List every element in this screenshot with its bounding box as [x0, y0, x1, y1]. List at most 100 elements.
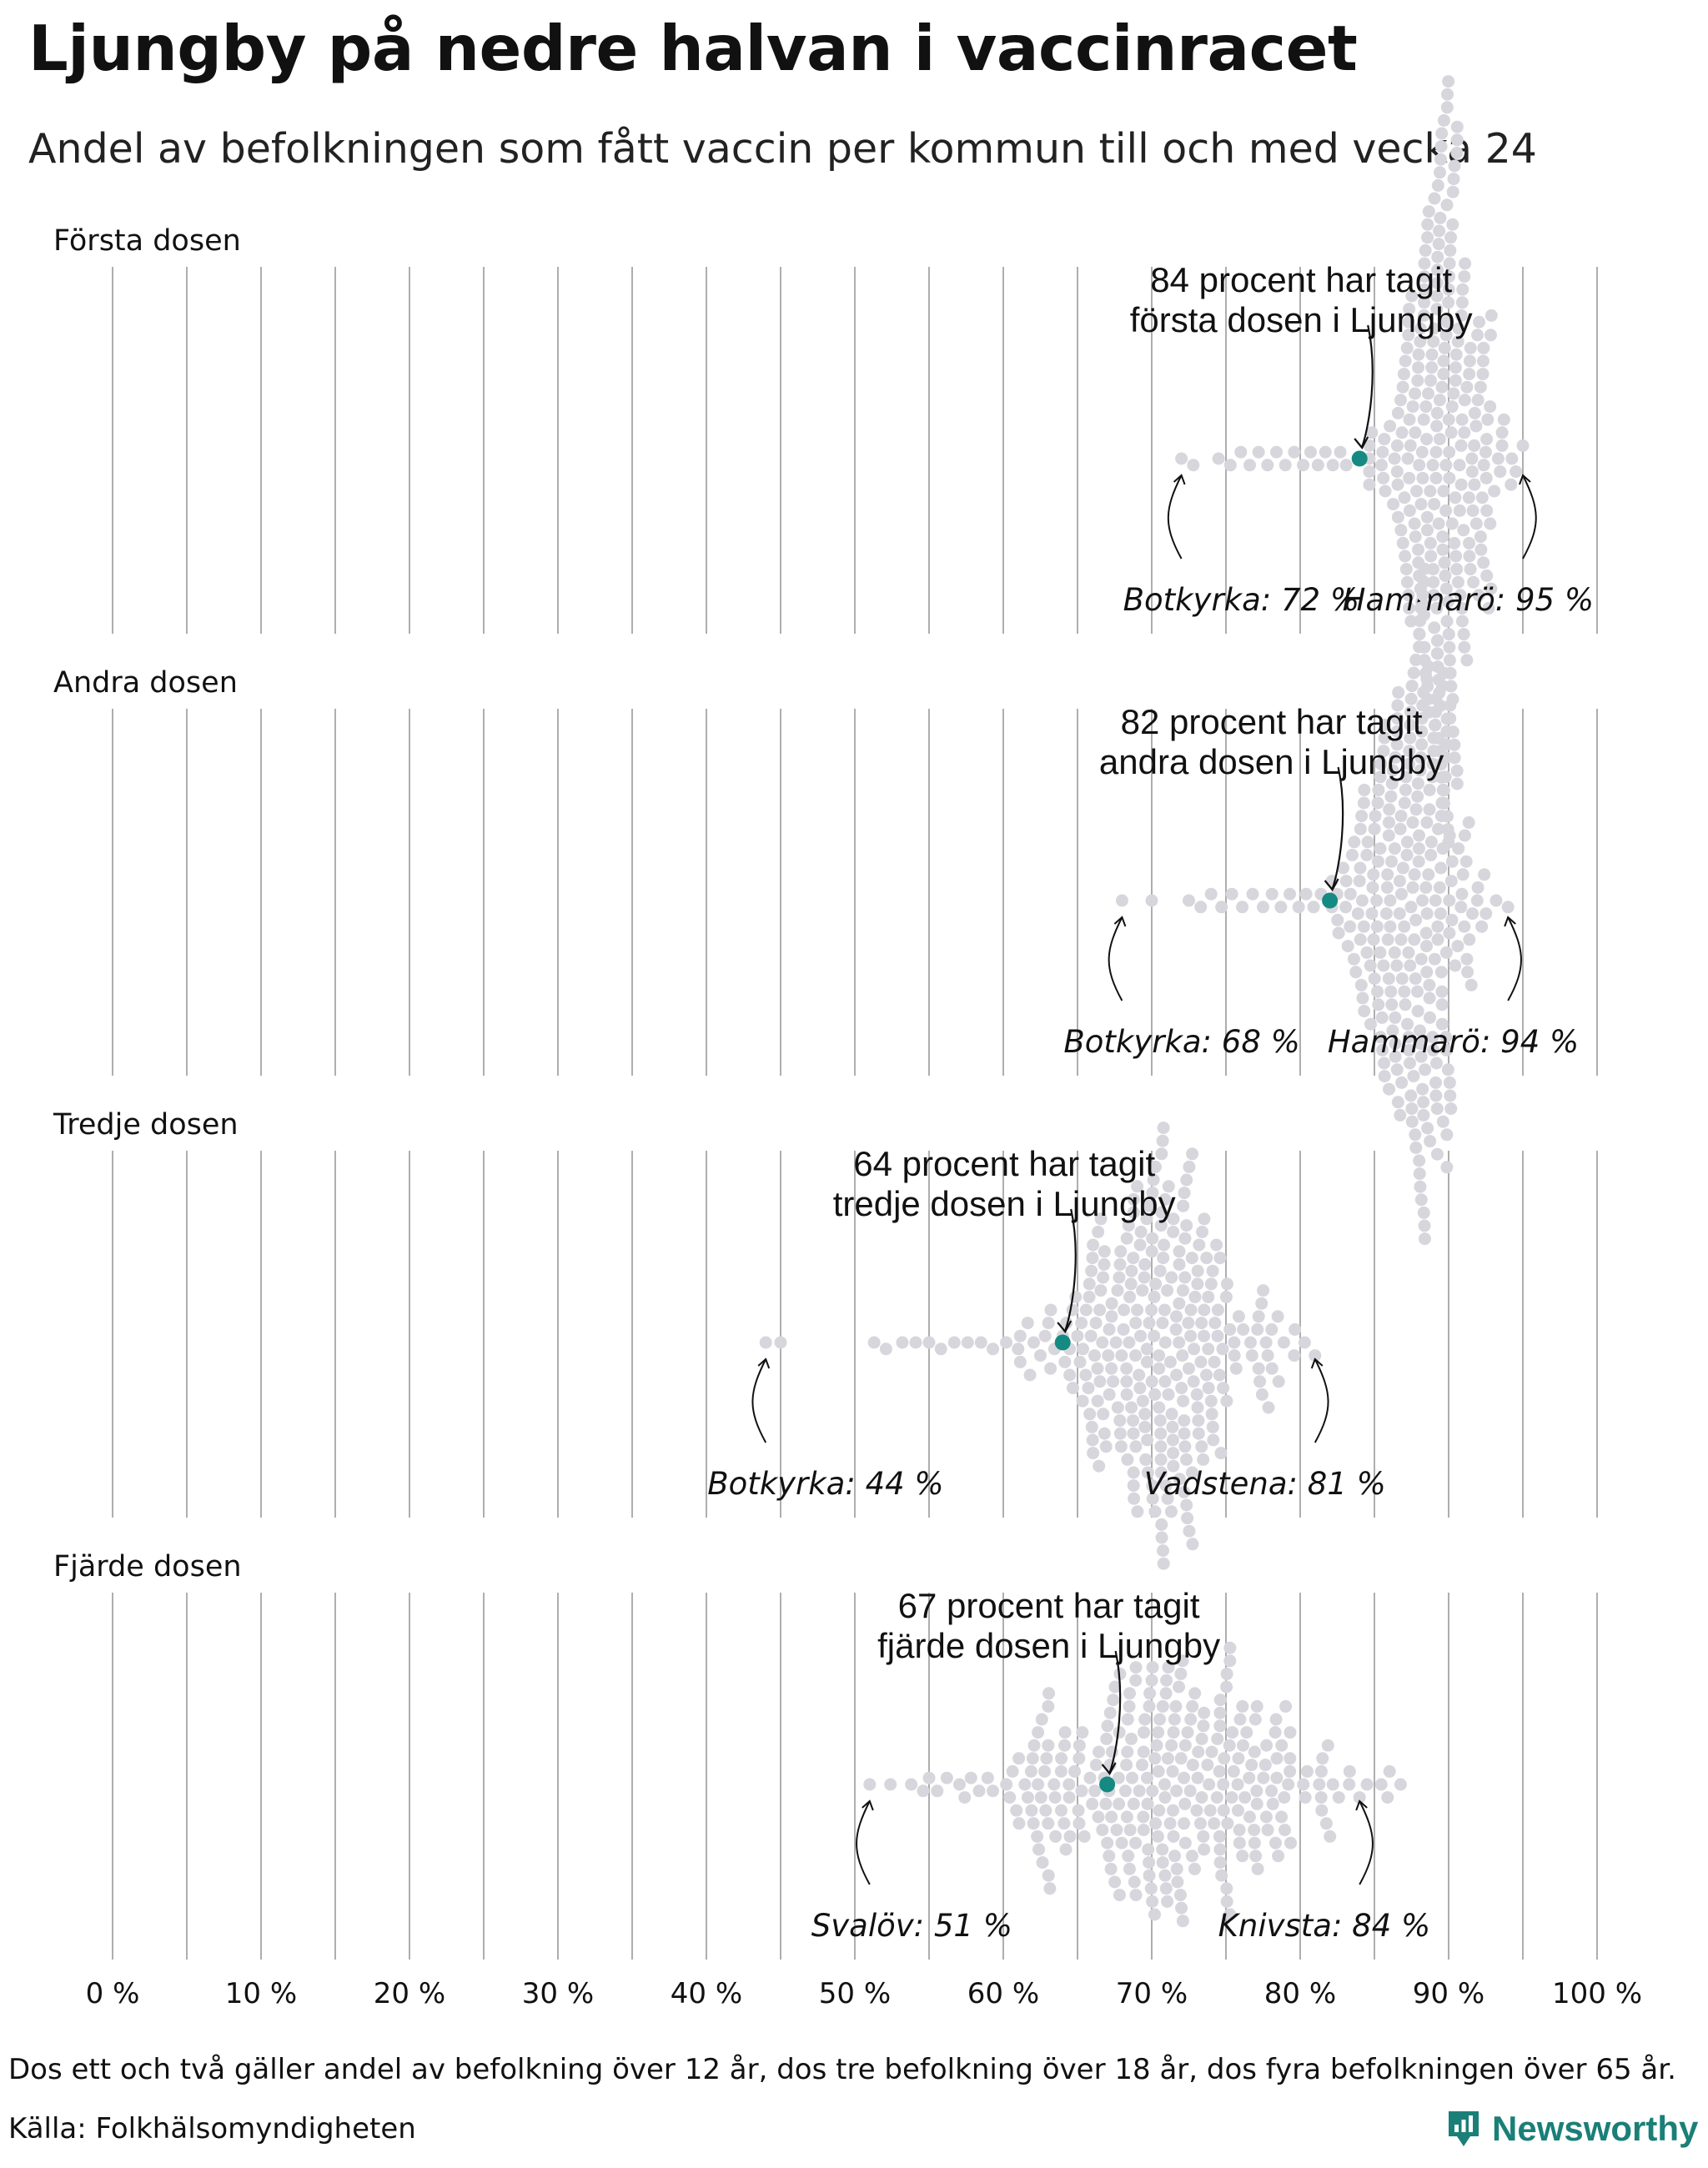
- municipality-dot: [1400, 341, 1414, 354]
- municipality-dot: [947, 1336, 961, 1349]
- min-arrowhead: [1113, 916, 1127, 927]
- municipality-dot: [1137, 1824, 1150, 1837]
- municipality-dot: [1168, 1713, 1181, 1726]
- municipality-dot: [1098, 1257, 1111, 1271]
- municipality-dot: [1243, 459, 1256, 472]
- municipality-dot: [1097, 1408, 1110, 1421]
- municipality-dot: [1402, 1043, 1415, 1056]
- municipality-dot: [1439, 750, 1453, 764]
- municipality-dot: [1386, 1024, 1399, 1037]
- municipality-dot: [1181, 1726, 1194, 1739]
- municipality-dot: [1238, 1791, 1252, 1804]
- municipality-dot: [1378, 731, 1391, 745]
- municipality-dot: [1062, 1791, 1076, 1804]
- municipality-dot: [1458, 426, 1471, 439]
- municipality-dot: [1463, 368, 1476, 381]
- footnote: Dos ett och två gäller andel av befolkni…: [8, 2053, 1676, 2086]
- municipality-dot: [1418, 1232, 1431, 1246]
- municipality-dot: [1211, 1329, 1224, 1342]
- municipality-dot: [1279, 1699, 1293, 1713]
- municipality-dot: [1409, 1141, 1423, 1154]
- municipality-dot: [1449, 374, 1462, 387]
- municipality-dot: [1158, 1869, 1172, 1882]
- municipality-dot: [1449, 491, 1462, 504]
- municipality-dot: [1431, 263, 1444, 277]
- municipality-dot: [1428, 621, 1441, 635]
- municipality-dot: [1427, 1043, 1440, 1056]
- municipality-dot: [987, 1342, 1000, 1356]
- municipality-dot: [1248, 1836, 1261, 1849]
- municipality-dot: [1450, 563, 1464, 576]
- municipality-dot: [1396, 536, 1409, 550]
- municipality-dot: [1437, 368, 1450, 381]
- municipality-dot: [1505, 452, 1519, 465]
- municipality-dot: [1437, 354, 1450, 368]
- municipality-dot: [1213, 1764, 1226, 1778]
- municipality-dot: [1365, 907, 1379, 921]
- municipality-dot: [1215, 1869, 1228, 1882]
- municipality-dot: [1087, 1238, 1100, 1252]
- municipality-dot: [1220, 1277, 1233, 1291]
- municipality-dot: [1120, 1810, 1133, 1824]
- municipality-dot: [1121, 1453, 1134, 1466]
- municipality-dot: [1452, 322, 1465, 335]
- municipality-dot: [1427, 322, 1440, 335]
- municipality-dot: [1497, 413, 1510, 426]
- municipality-dot: [1348, 836, 1361, 849]
- municipality-dot: [1236, 1699, 1249, 1713]
- municipality-dot: [1133, 1382, 1147, 1395]
- municipality-dot: [1185, 1252, 1198, 1265]
- municipality-dot: [1203, 1804, 1217, 1817]
- highlight-dot: [1054, 1334, 1071, 1351]
- municipality-dot: [1096, 1336, 1109, 1349]
- municipality-dot: [1414, 1024, 1427, 1037]
- municipality-dot: [1129, 1661, 1143, 1674]
- municipality-dot: [1223, 1641, 1237, 1654]
- x-tick-label: 60 %: [967, 1977, 1039, 2010]
- municipality-dot: [909, 1336, 922, 1349]
- municipality-dot: [1099, 1797, 1113, 1810]
- municipality-dot: [1246, 887, 1259, 901]
- municipality-dot: [1115, 1836, 1128, 1849]
- municipality-dot: [1174, 1752, 1188, 1765]
- municipality-dot: [1399, 563, 1413, 576]
- municipality-dot: [1138, 1271, 1151, 1284]
- municipality-dot: [1234, 445, 1248, 459]
- municipality-dot: [1261, 1824, 1274, 1837]
- municipality-dot: [1158, 1336, 1172, 1349]
- municipality-dot: [1122, 1219, 1135, 1232]
- municipality-dot: [1484, 582, 1498, 595]
- municipality-dot: [1399, 550, 1412, 563]
- municipality-dot: [1374, 757, 1388, 770]
- municipality-dot: [1403, 1056, 1416, 1070]
- municipality-dot: [1277, 1336, 1290, 1349]
- municipality-dot: [1031, 1829, 1044, 1843]
- municipality-dot: [1003, 1791, 1017, 1804]
- municipality-dot: [1220, 1894, 1233, 1908]
- municipality-dot: [1435, 998, 1449, 1011]
- municipality-dot: [1158, 1375, 1172, 1388]
- municipality-dot: [1439, 946, 1453, 959]
- municipality-dot: [1367, 868, 1380, 881]
- municipality-dot: [1477, 341, 1490, 354]
- municipality-dot: [1178, 1739, 1192, 1752]
- municipality-dot: [1197, 1829, 1210, 1843]
- municipality-dot: [1194, 1355, 1208, 1368]
- municipality-dot: [759, 1336, 772, 1349]
- municipality-dot: [1413, 627, 1426, 640]
- municipality-dot: [1354, 933, 1367, 946]
- municipality-dot: [1428, 952, 1441, 966]
- municipality-dot: [1185, 1466, 1198, 1479]
- municipality-dot: [1434, 810, 1448, 823]
- municipality-dot: [1448, 751, 1461, 765]
- municipality-dot: [1117, 1322, 1130, 1336]
- municipality-dot: [1440, 198, 1454, 212]
- municipality-dot: [1331, 913, 1344, 926]
- municipality-dot: [1201, 1759, 1214, 1772]
- municipality-dot: [1127, 1414, 1140, 1428]
- municipality-dot: [1259, 1810, 1273, 1824]
- municipality-dot: [1405, 680, 1419, 693]
- highlight-annotation: första dosen i Ljungby: [1130, 300, 1473, 339]
- municipality-dot: [1391, 478, 1404, 491]
